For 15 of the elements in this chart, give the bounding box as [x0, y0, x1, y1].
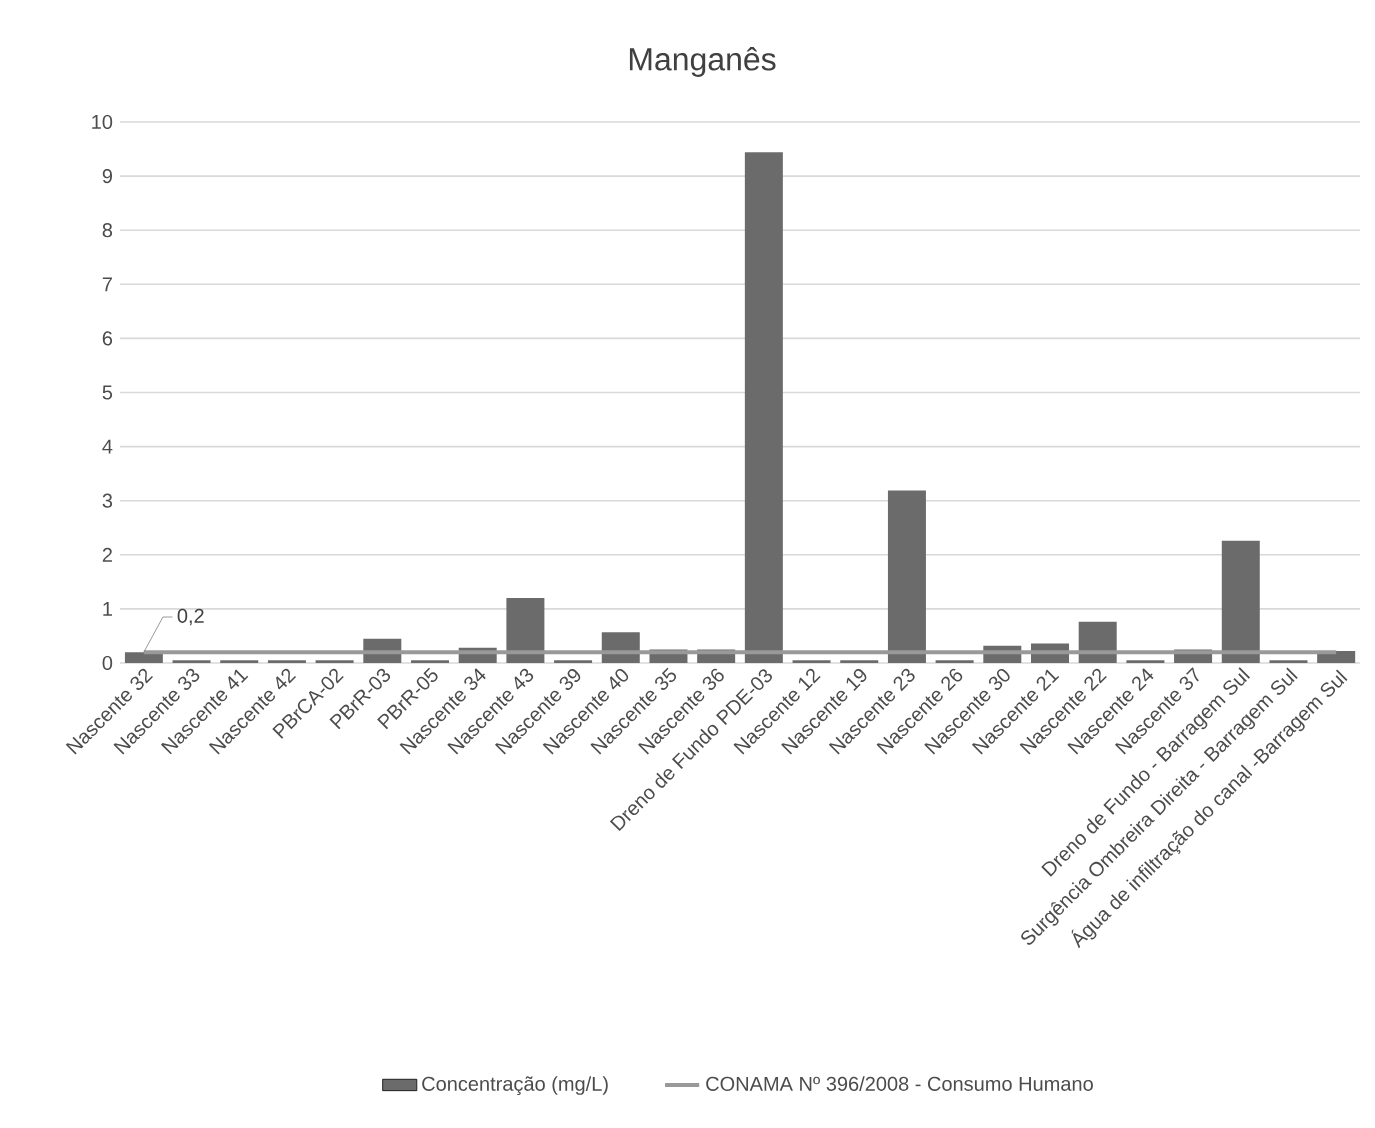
annotation: 0,2 [177, 608, 204, 626]
y-tick-label: 5 [102, 385, 113, 400]
y-tick-label: 1 [103, 602, 112, 616]
y-tick-label: 0 [102, 655, 113, 671]
y-tick-label: 3 [102, 493, 113, 508]
y-tick-label: 9 [102, 169, 113, 184]
y-tick-label: 7 [102, 277, 112, 292]
legend-label: CONAMA Nº 396/2008 - Consumo Humano [706, 1076, 1093, 1091]
y-tick-label: 8 [102, 223, 113, 238]
y-tick-label: 2 [102, 547, 112, 562]
chart-title: Manganês [629, 47, 776, 77]
y-tick-label: 10 [92, 114, 113, 130]
legend-label: Concentração (mg/L) [422, 1076, 608, 1095]
y-tick-label: 6 [102, 331, 113, 346]
y-tick-label: 4 [102, 439, 113, 454]
